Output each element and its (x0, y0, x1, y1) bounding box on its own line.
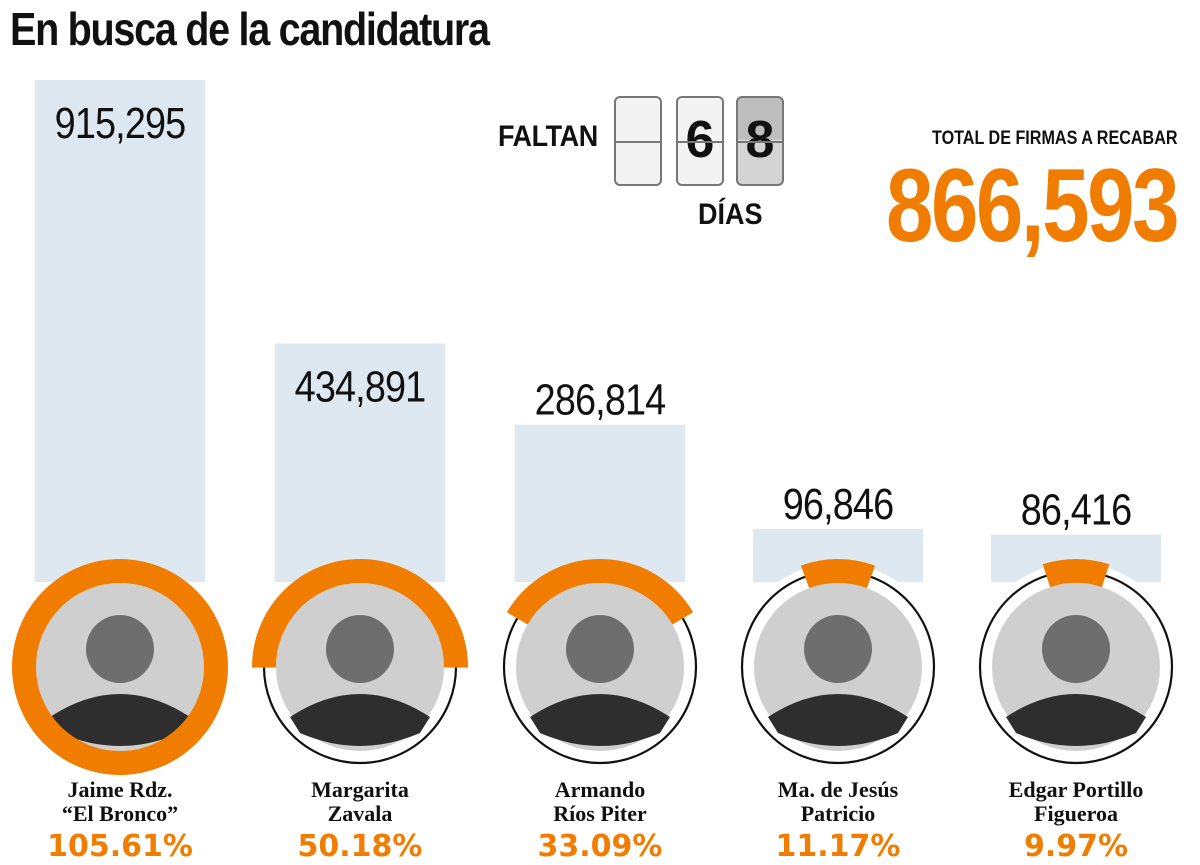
candidate-name-4-line-2: Patricio (801, 801, 876, 826)
portrait-4 (754, 583, 922, 751)
candidate-name-1-line-2: “El Bronco” (62, 801, 178, 826)
value-label-5: 86,416 (1021, 485, 1132, 534)
candidate-name-3-line-2: Ríos Piter (553, 801, 647, 826)
portrait-head-4 (804, 615, 872, 683)
countdown-digit-1 (614, 96, 662, 186)
progress-arc-3 (506, 559, 694, 625)
countdown-digit-3-text: 8 (745, 111, 775, 169)
percent-label-4: 11.17% (776, 829, 901, 864)
portrait-shoulders-4 (768, 694, 908, 746)
percent-label-1: 105.61% (47, 829, 193, 864)
bar-2 (275, 343, 445, 582)
countdown-prefix: FALTAN (498, 120, 598, 153)
countdown-digit-2-text: 6 (685, 111, 715, 169)
candidate-name-5-line-2: Figueroa (1034, 801, 1118, 826)
portrait-3 (516, 583, 684, 751)
candidate-name-2-line-2: Zavala (328, 801, 393, 826)
countdown-digit-3: 8 (736, 96, 784, 186)
total-signatures-value: 866,593 (886, 148, 1180, 264)
portrait-shoulders-5 (1006, 694, 1146, 746)
value-label-3: 286,814 (535, 375, 666, 424)
portrait-1 (36, 583, 204, 751)
portrait-head-2 (326, 615, 394, 683)
portrait-shoulders-1 (50, 694, 190, 746)
percent-label-5: 9.97% (1024, 829, 1128, 864)
candidate-name-5-line-1: Edgar Portillo (1009, 777, 1144, 802)
progress-arc-5 (1042, 559, 1110, 588)
portrait-5 (992, 583, 1160, 751)
countdown-suffix: DÍAS (698, 198, 763, 231)
portrait-head-3 (566, 615, 634, 683)
portrait-2 (276, 583, 444, 751)
value-label-4: 96,846 (783, 479, 894, 528)
progress-arc-1 (12, 559, 228, 775)
portrait-shoulders-3 (530, 694, 670, 746)
portrait-head-5 (1042, 615, 1110, 683)
portrait-head-1 (86, 615, 154, 683)
bar-1 (35, 80, 205, 582)
percent-label-2: 50.18% (298, 829, 423, 864)
candidate-name-2-line-1: Margarita (311, 777, 409, 802)
candidate-name-3-line-1: Armando (555, 777, 645, 802)
percent-label-3: 33.09% (538, 829, 663, 864)
candidate-name-4-line-1: Ma. de Jesús (778, 777, 899, 802)
bar-3 (515, 424, 685, 582)
total-signatures-label: TOTAL DE FIRMAS A RECABAR (932, 128, 1178, 149)
value-label-2: 434,891 (295, 362, 426, 411)
candidate-name-1-line-1: Jaime Rdz. (67, 777, 172, 802)
countdown-digit-2: 6 (676, 96, 724, 186)
portrait-shoulders-2 (290, 694, 430, 746)
value-label-1: 915,295 (55, 98, 186, 147)
progress-arc-2 (252, 558, 468, 668)
page-title: En busca de la candidatura (10, 3, 490, 55)
progress-arc-4 (800, 559, 876, 589)
